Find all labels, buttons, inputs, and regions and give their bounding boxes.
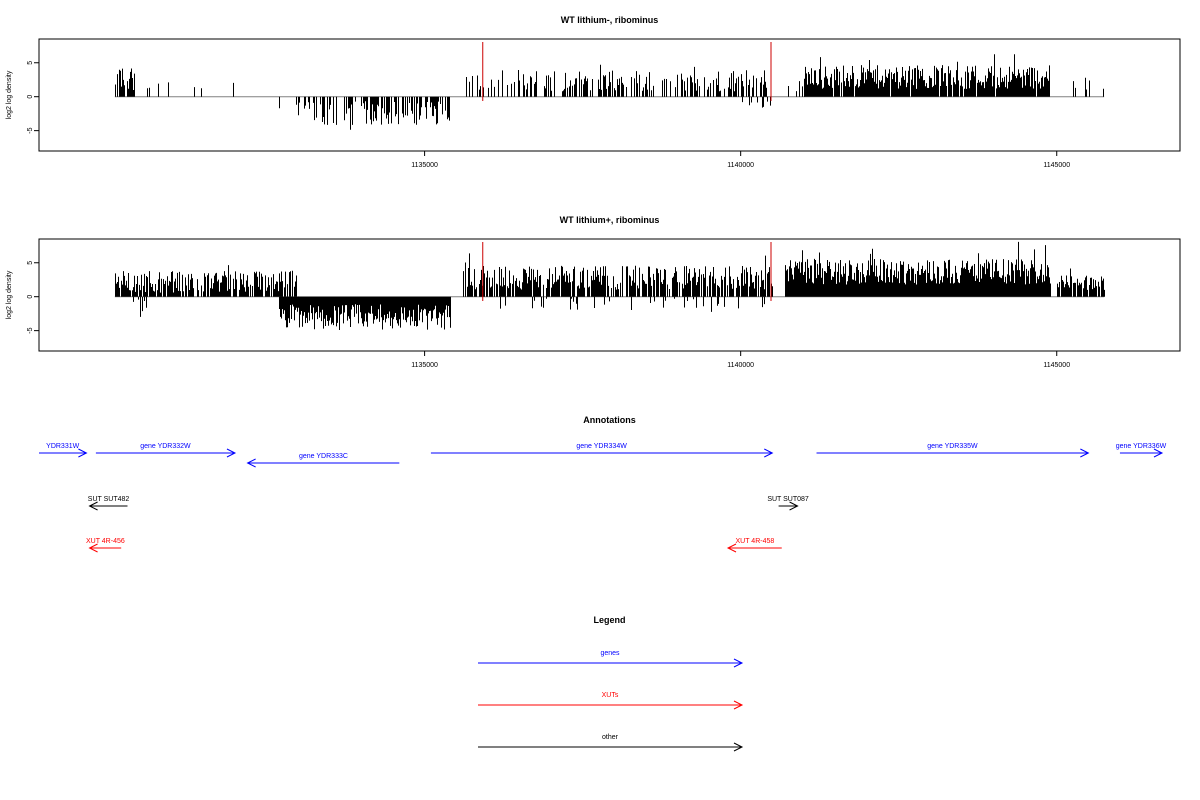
- feature-label: YDR331W: [46, 443, 79, 450]
- arrow-head: [764, 448, 774, 458]
- arrow-head: [733, 700, 744, 710]
- chart-panel-2: WT lithium+, ribominus 1135000 1140000 1145…: [6, 215, 1181, 369]
- legend-item-xut: XUTs: [478, 692, 744, 710]
- y-tick-label: 0: [27, 95, 34, 99]
- arrow-head: [733, 742, 744, 752]
- arrow-head: [78, 448, 88, 458]
- y-tick-label: 5: [27, 261, 34, 265]
- feature-arrow: [778, 501, 799, 511]
- bar-series: [115, 54, 1104, 130]
- arrow-head: [226, 448, 237, 458]
- y-tick-label: 5: [27, 61, 34, 65]
- plot-frame: [38, 238, 1181, 352]
- feature-label: gene YDR332W: [140, 443, 191, 450]
- chart-panel-1: WT lithium-, ribominus 1135000 1140000 1145…: [6, 15, 1181, 169]
- xut-feature: XUT 4R-458: [726, 538, 782, 553]
- legend-label: XUTs: [602, 692, 619, 699]
- feature-arrow: [816, 448, 1090, 458]
- x-tick-label: 1145000: [1043, 162, 1070, 169]
- legend-label: genes: [600, 650, 620, 657]
- arrow-head: [88, 543, 98, 553]
- feature-label: gene YDR336W: [1116, 443, 1167, 450]
- annotations-track: Annotations YDR331W gene YDR332W gene YDR33…: [39, 415, 1167, 553]
- x-tick-label: 1145000: [1043, 362, 1070, 369]
- feature-arrow: [88, 543, 122, 553]
- legend: Legend genes XUTs other: [478, 615, 744, 752]
- feature-label: XUT 4R-456: [86, 538, 125, 545]
- plot-frame: [38, 38, 1181, 152]
- gene-feature: gene YDR335W: [816, 443, 1090, 458]
- feature-label: gene YDR334W: [576, 443, 627, 450]
- arrow-head: [1080, 448, 1090, 458]
- xut-feature: XUT 4R-456: [86, 538, 125, 553]
- y-tick-label: -5: [27, 127, 34, 133]
- gene-feature: gene YDR333C: [246, 453, 400, 468]
- other-feature: SUT SUT087: [767, 496, 809, 511]
- gene-feature: YDR331W: [39, 443, 88, 458]
- feature-arrow: [95, 448, 237, 458]
- legend-arrow: [478, 742, 744, 752]
- legend-arrow: [478, 658, 744, 668]
- gene-feature: gene YDR332W: [95, 443, 237, 458]
- feature-label: gene YDR335W: [927, 443, 978, 450]
- gene-feature: gene YDR334W: [430, 443, 774, 458]
- feature-label: SUT SUT482: [88, 496, 130, 503]
- gene-feature: gene YDR336W: [1116, 443, 1167, 458]
- arrow-head: [726, 543, 737, 553]
- legend-item-gene: genes: [478, 650, 744, 668]
- feature-arrow: [88, 501, 128, 511]
- feature-arrow: [246, 458, 400, 468]
- annotations-title: Annotations: [583, 415, 636, 425]
- arrow-head: [789, 501, 799, 511]
- y-tick-label: 0: [27, 295, 34, 299]
- arrow-head: [88, 501, 98, 511]
- arrow-head: [1153, 448, 1164, 458]
- x-tick-label: 1135000: [411, 362, 438, 369]
- legend-item-other: other: [478, 734, 744, 752]
- chart-title: WT lithium+, ribominus: [560, 215, 660, 225]
- y-axis-label: log2 log density: [6, 70, 13, 119]
- y-axis-label: log2 log density: [6, 270, 13, 319]
- x-tick-label: 1140000: [727, 162, 754, 169]
- chart-title: WT lithium-, ribominus: [561, 15, 659, 25]
- y-tick-label: -5: [27, 327, 34, 333]
- bar-series: [115, 241, 1105, 330]
- x-tick-label: 1140000: [727, 362, 754, 369]
- x-tick-label: 1135000: [411, 162, 438, 169]
- legend-arrow: [478, 700, 744, 710]
- other-feature: SUT SUT482: [88, 496, 130, 511]
- arrow-head: [246, 458, 256, 468]
- feature-arrow: [726, 543, 782, 553]
- legend-title: Legend: [593, 615, 625, 625]
- feature-arrow: [39, 448, 88, 458]
- legend-label: other: [602, 734, 619, 741]
- feature-arrow: [1119, 448, 1164, 458]
- feature-label: SUT SUT087: [767, 496, 809, 503]
- feature-arrow: [430, 448, 774, 458]
- feature-label: XUT 4R-458: [735, 538, 774, 545]
- feature-label: gene YDR333C: [299, 453, 348, 460]
- arrow-head: [733, 658, 744, 668]
